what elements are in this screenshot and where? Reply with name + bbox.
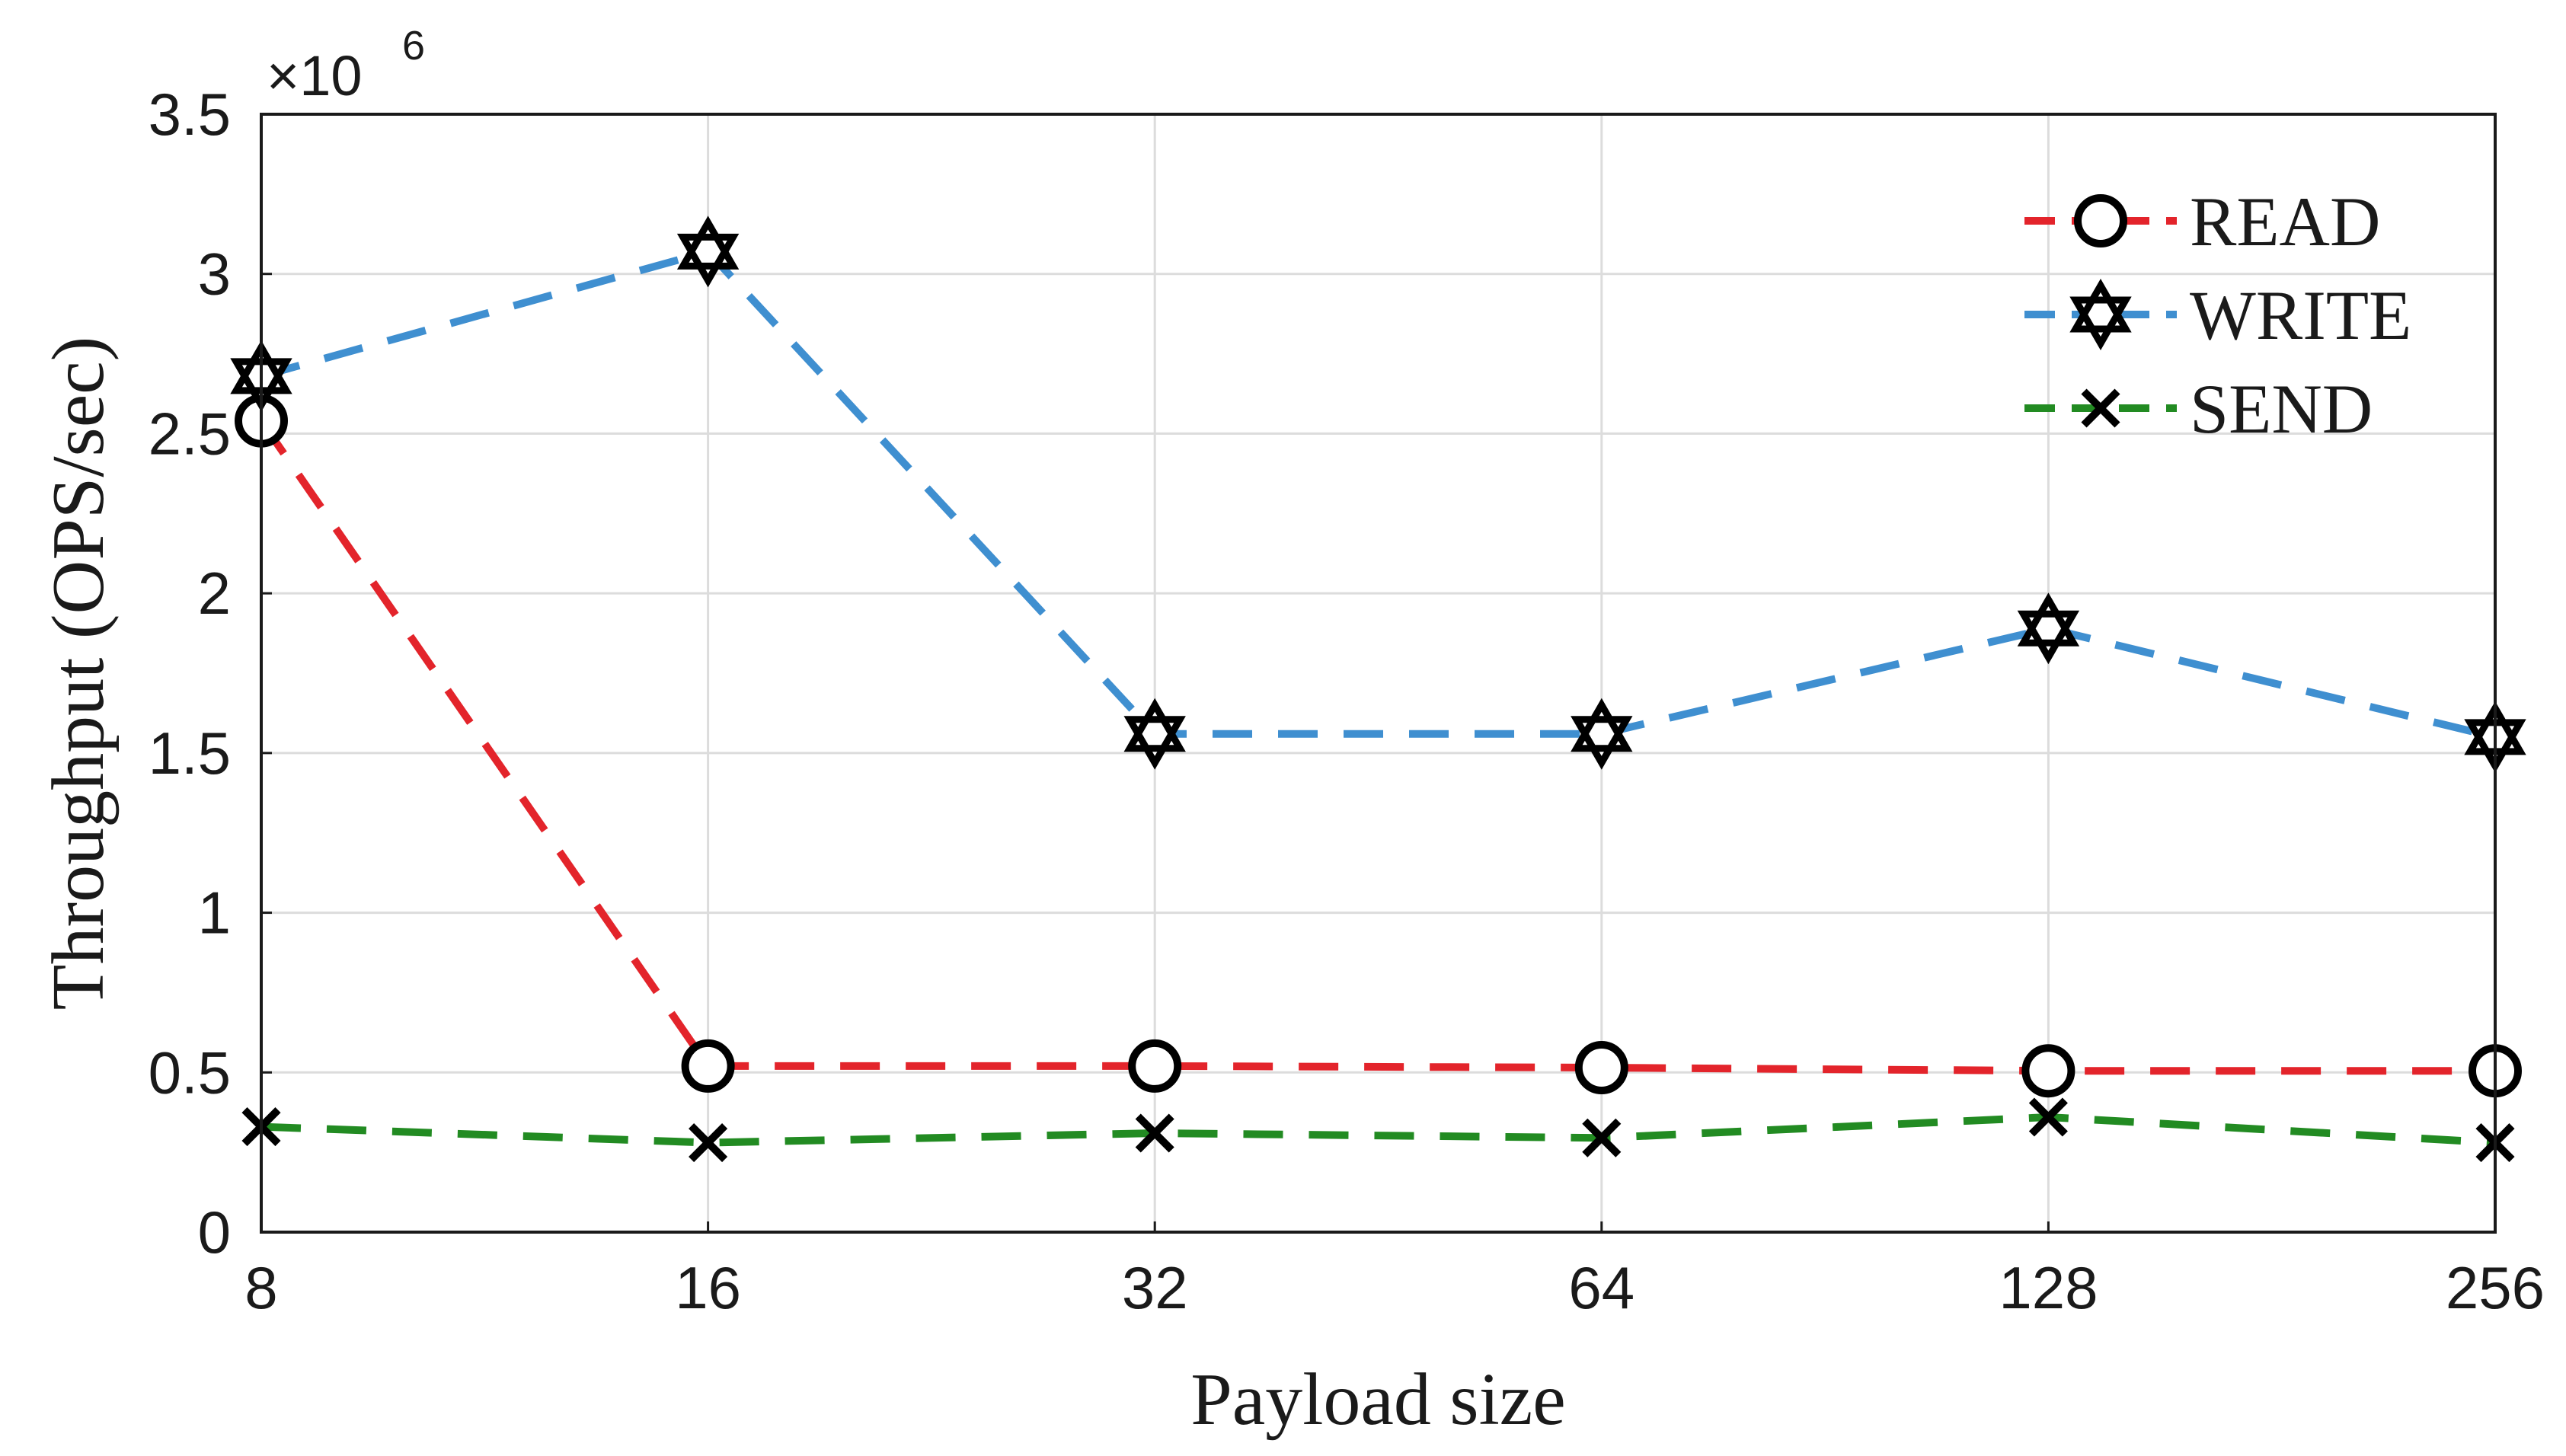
- x-tick-label-16: 16: [675, 1254, 741, 1321]
- legend-marker-send: [2081, 388, 2120, 428]
- data-point-write-16: [676, 216, 740, 288]
- series-read: [235, 394, 2522, 1098]
- y-tick-label-0: 0: [198, 1199, 231, 1266]
- series-write: [230, 216, 2526, 773]
- series-line-write: [260, 247, 2497, 741]
- gridlines: [260, 113, 2497, 1234]
- tick-labels: 8 16 32 64 128 256 0 0.5 1 1.5 2 2.5 3 3.5: [149, 81, 2545, 1321]
- y-axis-title: Throughput (OPS/sec): [37, 337, 120, 1011]
- data-point-read-64: [1574, 1040, 1628, 1094]
- y-multiplier-label: ×10: [267, 44, 363, 107]
- legend-entry-send: SEND: [2024, 370, 2373, 448]
- y-tick-label-2: 2: [198, 560, 231, 627]
- x-axis-title: Payload size: [1190, 1359, 1566, 1441]
- x-tick-label-32: 32: [1122, 1254, 1188, 1321]
- y-tick-label-3.5: 3.5: [149, 81, 231, 148]
- y-tick-label-0.5: 0.5: [149, 1039, 231, 1106]
- data-point-send-64: [1582, 1118, 1622, 1157]
- legend-entry-write: WRITE: [2024, 276, 2411, 354]
- legend-label-send: SEND: [2190, 370, 2373, 448]
- y-multiplier-exponent: 6: [402, 23, 425, 69]
- y-tick-label-1: 1: [198, 880, 231, 947]
- legend-label-write: WRITE: [2190, 276, 2411, 354]
- legend-marker-read: [2074, 194, 2127, 247]
- data-point-write-32: [1123, 698, 1186, 770]
- x-tick-label-64: 64: [1568, 1254, 1635, 1321]
- series-line-send: [260, 1113, 2496, 1147]
- legend: READ WRITE SEND: [2024, 183, 2411, 448]
- legend-marker-write: [2069, 278, 2132, 351]
- y-tick-label-2.5: 2.5: [149, 400, 231, 467]
- plot-frame: [260, 113, 2497, 1234]
- series-line-read: [257, 418, 2495, 1075]
- x-tick-label-128: 128: [1999, 1254, 2098, 1321]
- data-point-read-32: [1128, 1039, 1182, 1093]
- data-point-send-128: [2028, 1097, 2068, 1137]
- data-point-send-32: [1135, 1113, 1174, 1153]
- data-point-write-128: [2017, 592, 2080, 665]
- series-send: [241, 1097, 2515, 1163]
- data-point-write-64: [1571, 698, 1633, 770]
- data-point-read-16: [681, 1039, 735, 1093]
- y-tick-label-3: 3: [198, 241, 231, 308]
- series-lines: [230, 216, 2526, 1163]
- x-tick-label-8: 8: [244, 1254, 277, 1321]
- data-point-send-16: [689, 1123, 728, 1163]
- x-tick-label-256: 256: [2446, 1254, 2545, 1321]
- data-point-read-128: [2021, 1044, 2075, 1098]
- y-tick-label-1.5: 1.5: [149, 720, 231, 787]
- legend-label-read: READ: [2190, 183, 2380, 260]
- legend-entry-read: READ: [2024, 183, 2380, 260]
